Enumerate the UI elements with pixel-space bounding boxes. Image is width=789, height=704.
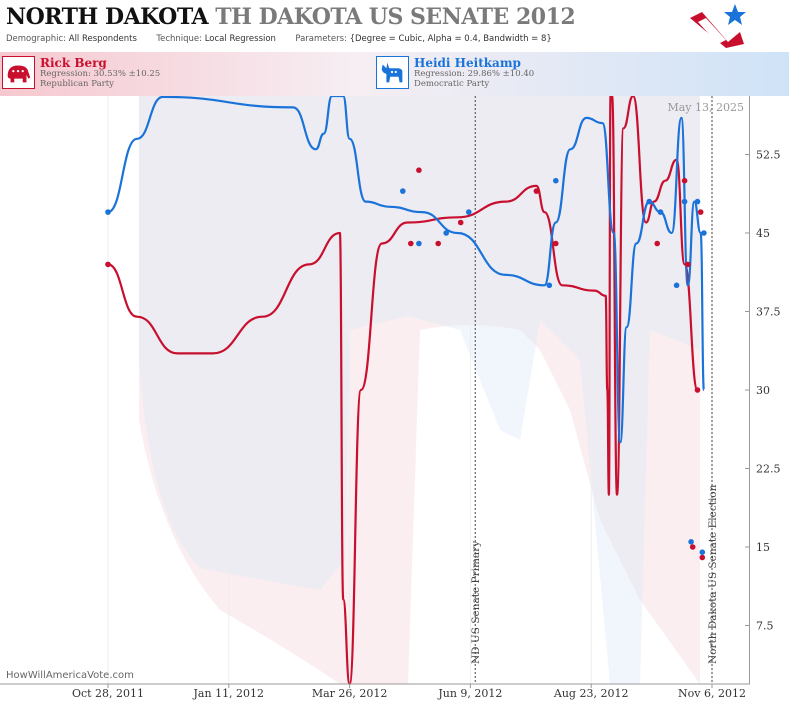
event-label: ND US Senate Primary — [470, 541, 482, 664]
elephant-icon — [2, 56, 35, 89]
chart-header: NORTH DAKOTA TH DAKOTA US SENATE 2012 De… — [0, 0, 789, 52]
poll-point-berg — [435, 240, 442, 247]
demographic-value: All Respondents — [68, 34, 137, 44]
chart-parameters: Demographic: All Respondents Technique: … — [6, 34, 552, 44]
y-tick-label: 7.5 — [756, 620, 774, 633]
candidate-party: Democratic Party — [414, 79, 490, 89]
x-tick-label: Aug 23, 2012 — [553, 687, 629, 700]
demographic-label: Demographic: — [6, 34, 67, 44]
x-tick-label: Jan 11, 2012 — [193, 687, 265, 700]
candidate-regression: Regression: 29.86% ±10.40 — [414, 69, 535, 79]
poll-point-heitkamp — [400, 188, 406, 194]
candidate-heidi-heitkamp: Heidi Heitkamp Regression: 29.86% ±10.40… — [376, 56, 636, 90]
y-tick-label: 22.5 — [756, 463, 781, 476]
poll-point-berg — [694, 387, 701, 393]
poll-point-berg — [654, 240, 660, 247]
poll-point-heitkamp — [105, 209, 111, 215]
poll-point-heitkamp — [694, 198, 701, 205]
technique-value: Local Regression — [204, 34, 276, 44]
star-flag-logo-icon — [690, 4, 746, 48]
regression-line-heitkamp — [107, 96, 705, 444]
poll-point-heitkamp — [443, 230, 450, 236]
y-tick-label: 45 — [756, 227, 770, 240]
poll-point-heitkamp — [646, 198, 652, 205]
poll-point-berg — [689, 544, 696, 550]
poll-point-berg — [685, 261, 691, 268]
x-tick-label: Mar 26, 2012 — [312, 687, 388, 700]
y-tick-label: 15 — [756, 541, 770, 554]
x-tick-label: Jun 9, 2012 — [437, 687, 502, 700]
poll-point-heitkamp — [673, 282, 680, 289]
poll-point-heitkamp — [416, 240, 422, 247]
poll-point-berg — [416, 167, 422, 173]
y-tick-label: 37.5 — [756, 306, 781, 319]
technique-label: Technique: — [156, 34, 203, 44]
x-tick-label: Nov 6, 2012 — [678, 687, 746, 700]
poll-point-heitkamp — [657, 209, 664, 215]
event-label: North Dakota US Senate Election — [707, 484, 719, 664]
poll-point-heitkamp — [546, 282, 553, 289]
poll-point-berg — [697, 209, 704, 215]
poll-point-heitkamp — [688, 539, 694, 545]
candidate-party: Republican Party — [40, 79, 114, 89]
poll-point-berg — [408, 240, 414, 247]
poll-point-berg — [533, 188, 540, 194]
chart-title: NORTH DAKOTA TH DAKOTA US SENATE 2012 — [6, 4, 576, 30]
x-tick-label: Oct 28, 2011 — [72, 687, 144, 700]
heitkamp-confidence-band — [139, 96, 700, 684]
y-tick-label: 30 — [756, 384, 770, 397]
candidate-rick-berg: Rick Berg Regression: 30.53% ±10.25 Repu… — [2, 56, 262, 90]
candidate-name: Rick Berg — [40, 56, 107, 70]
title-race: TH DAKOTA US SENATE 2012 — [215, 4, 576, 30]
candidate-name: Heidi Heitkamp — [414, 56, 521, 70]
poll-point-heitkamp — [553, 177, 559, 184]
berg-confidence-band — [139, 96, 700, 684]
poll-point-heitkamp — [699, 549, 706, 555]
date-label: May 13, 2025 — [667, 101, 744, 114]
poll-point-heitkamp — [681, 198, 688, 205]
parameters-label: Parameters: — [295, 34, 347, 44]
poll-point-berg — [681, 177, 688, 184]
poll-point-berg — [457, 219, 464, 226]
poll-point-berg — [699, 554, 706, 561]
y-tick-label: 52.5 — [756, 149, 781, 162]
poll-point-heitkamp — [466, 209, 472, 215]
poll-point-heitkamp — [701, 230, 707, 236]
watermark: HowWillAmericaVote.com — [6, 670, 134, 681]
poll-point-berg — [553, 240, 559, 247]
poll-point-berg — [105, 261, 111, 268]
poll-chart: ND US Senate Primary North Dakota US Sena… — [0, 96, 781, 700]
title-state: NORTH DAKOTA — [6, 4, 209, 30]
regression-line-berg — [107, 96, 699, 686]
candidate-regression: Regression: 30.53% ±10.25 — [40, 69, 161, 79]
donkey-icon — [376, 56, 409, 89]
parameters-value: {Degree = Cubic, Alpha = 0.4, Bandwidth … — [349, 34, 552, 44]
